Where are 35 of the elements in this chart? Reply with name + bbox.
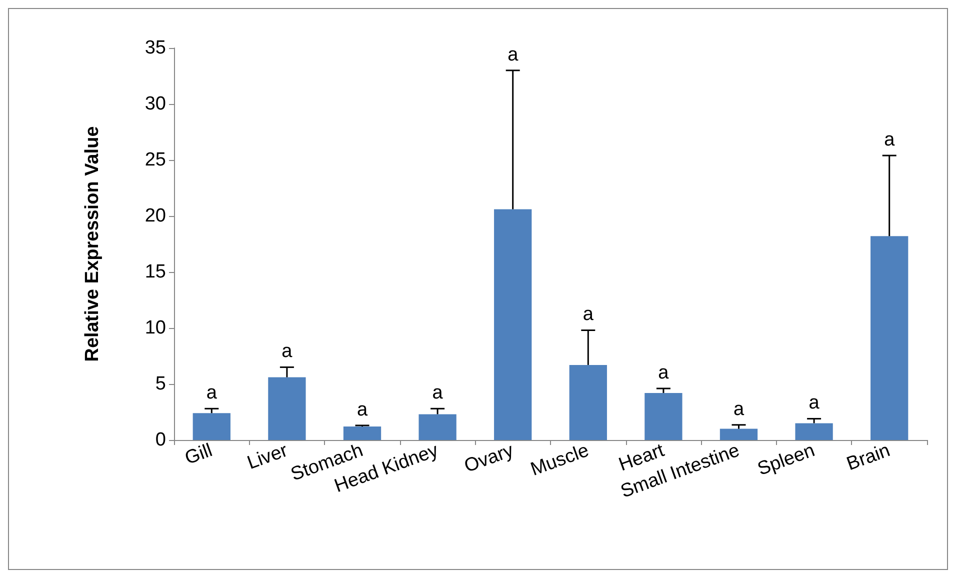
- y-tick-label: 25: [144, 150, 166, 170]
- annotation: a: [432, 382, 444, 404]
- y-tick-label: 20: [144, 206, 166, 226]
- annotation: a: [356, 399, 368, 420]
- annotation: a: [658, 362, 670, 384]
- x-tick-label: Muscle: [528, 440, 592, 480]
- y-tick-label: 15: [144, 262, 166, 282]
- bar: [418, 414, 456, 440]
- bar: [569, 364, 607, 440]
- bar: [343, 426, 382, 440]
- bar: [268, 377, 306, 440]
- annotation: a: [582, 304, 594, 326]
- x-tick-label: Liver: [244, 440, 292, 474]
- bar: [192, 413, 230, 440]
- annotation: a: [733, 398, 744, 420]
- bar: [494, 209, 532, 440]
- x-tick-label: Ovary: [462, 440, 517, 478]
- bar: [720, 428, 758, 440]
- y-tick-label: 35: [144, 38, 166, 58]
- annotation: a: [508, 44, 519, 66]
- x-tick-label: Brain: [844, 440, 893, 476]
- y-axis-title: Relative Expression Value: [82, 126, 103, 362]
- x-tick-label: Gill: [182, 440, 216, 470]
- annotation: a: [884, 130, 896, 151]
- y-tick-label: 10: [144, 318, 166, 338]
- x-tick-label: Spleen: [754, 440, 818, 480]
- annotation: a: [206, 382, 218, 404]
- bar: [644, 392, 682, 440]
- bar: [795, 423, 833, 440]
- y-tick-label: 0: [155, 430, 166, 450]
- y-tick-label: 30: [144, 94, 166, 114]
- annotation: a: [808, 392, 820, 414]
- annotation: a: [282, 341, 293, 362]
- bar: [870, 236, 908, 440]
- y-tick-label: 5: [155, 374, 166, 394]
